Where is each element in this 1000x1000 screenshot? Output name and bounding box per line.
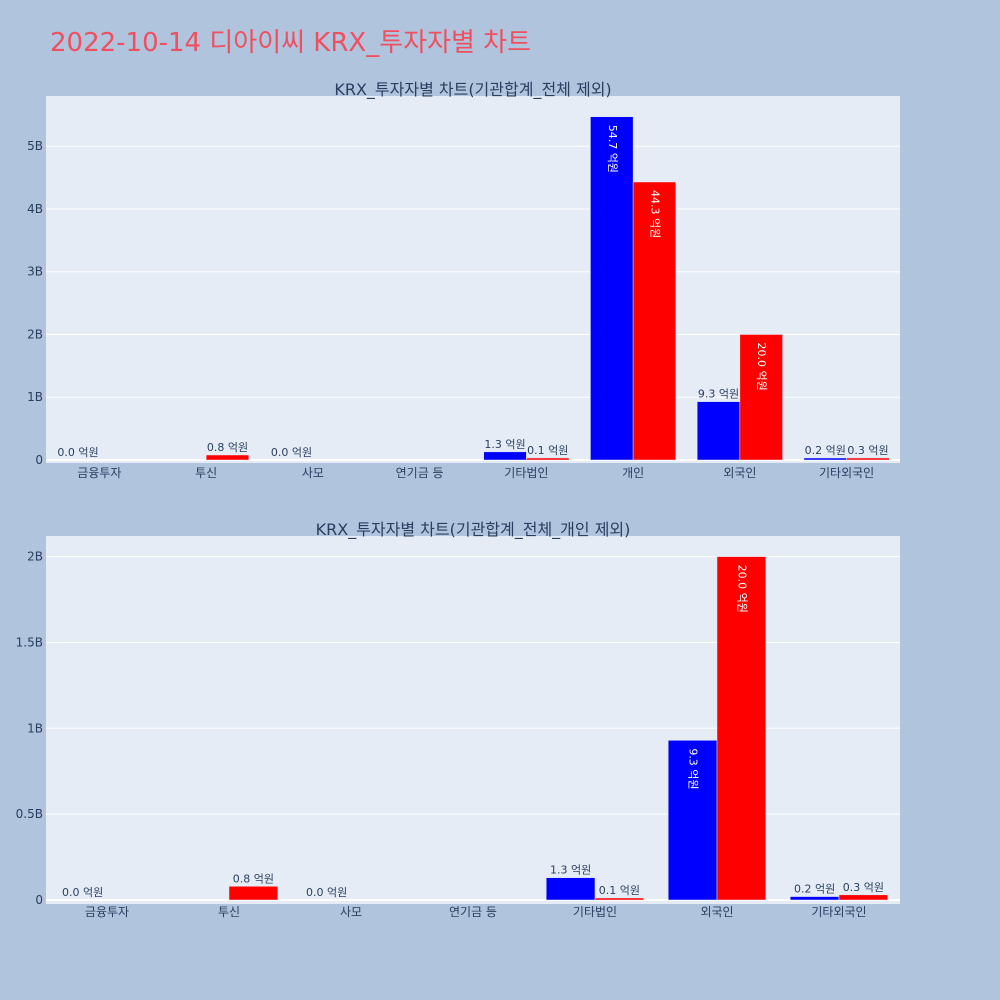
buy-bar [483, 451, 527, 461]
y-tick-label: 0 [35, 453, 43, 467]
x-tick-label: 기타외국인 [811, 905, 866, 919]
y-tick-label: 2B [27, 550, 43, 564]
bar-value-label: 0.8 억원 [207, 441, 248, 454]
plot-area [46, 536, 900, 904]
bar-value-label: 0.8 억원 [233, 872, 274, 885]
chart-title: KRX_투자자별 차트(기관합계_전체 제외) [334, 80, 611, 100]
sell-bar [838, 894, 889, 901]
bar-value-label: 0.1 억원 [599, 884, 640, 897]
y-tick-label: 0 [35, 893, 43, 907]
buy-bar [545, 877, 596, 901]
y-tick-label: 2B [27, 327, 43, 341]
x-tick-label: 투신 [218, 905, 240, 919]
bar-value-label: 44.3 억원 [648, 190, 661, 238]
x-tick-label: 연기금 등 [396, 466, 444, 480]
bar-value-label: 1.3 억원 [550, 864, 591, 877]
x-tick-label: 개인 [622, 466, 644, 480]
bar-value-label: 1.3 억원 [484, 438, 525, 451]
y-tick-label: 1B [27, 390, 43, 404]
y-tick-label: 3B [27, 265, 43, 279]
x-tick-label: 연기금 등 [449, 905, 497, 919]
x-tick-label: 외국인 [700, 905, 733, 919]
x-tick-label: 기타외국인 [819, 466, 874, 480]
x-tick-label: 사모 [340, 905, 362, 919]
x-tick-label: 금융투자 [85, 905, 129, 919]
bar-value-label: 0.0 억원 [62, 886, 103, 899]
bar-value-label: 54.7 억원 [606, 125, 619, 173]
bar-value-label: 0.0 억원 [271, 446, 312, 459]
sell-bar [716, 556, 767, 901]
bar-value-label: 0.3 억원 [847, 444, 888, 457]
y-tick-label: 4B [27, 202, 43, 216]
x-tick-label: 기타법인 [504, 466, 548, 480]
sell-bar [205, 454, 250, 461]
top-bar-chart: 0 1B 2B 3B 4B 5B KRX_투자자별 차트(기관합계_전체 제외) 금융투자 0.… [27, 80, 900, 480]
bar-value-label: 0.3 억원 [843, 881, 884, 894]
sell-bar [594, 897, 645, 901]
y-tick-label: 1.5B [16, 635, 43, 649]
bar-value-label: 0.0 억원 [306, 886, 347, 899]
y-tick-label: 0.5B [16, 807, 43, 821]
sell-bar [739, 334, 783, 461]
y-tick-label: 5B [27, 139, 43, 153]
sell-bar [846, 457, 890, 461]
x-tick-label: 투신 [195, 466, 217, 480]
sell-bar [526, 457, 570, 461]
bar-value-label: 9.3 억원 [687, 748, 700, 789]
bar-value-label: 20.0 억원 [755, 342, 768, 390]
bar-value-label: 9.3 억원 [698, 388, 739, 401]
buy-bar [590, 116, 634, 461]
x-tick-label: 사모 [302, 466, 324, 480]
bar-value-label: 0.1 억원 [527, 444, 568, 457]
bar-value-label: 0.2 억원 [805, 444, 846, 457]
buy-bar [667, 740, 718, 901]
sell-bar [632, 181, 677, 461]
buy-bar [696, 401, 741, 461]
x-tick-label: 금융투자 [77, 466, 121, 480]
x-tick-label: 외국인 [723, 466, 756, 480]
bar-value-label: 0.0 억원 [57, 446, 98, 459]
chart-title: KRX_투자자별 차트(기관합계_전체_개인 제외) [316, 520, 631, 540]
sell-bar [228, 886, 279, 901]
buy-bar [789, 896, 840, 901]
x-tick-label: 기타법인 [573, 905, 617, 919]
bar-value-label: 20.0 억원 [735, 565, 748, 613]
y-tick-label: 1B [27, 721, 43, 735]
bar-value-label: 0.2 억원 [794, 883, 835, 896]
page-title: 2022-10-14 디아이씨 KRX_투자자별 차트 [50, 28, 532, 58]
